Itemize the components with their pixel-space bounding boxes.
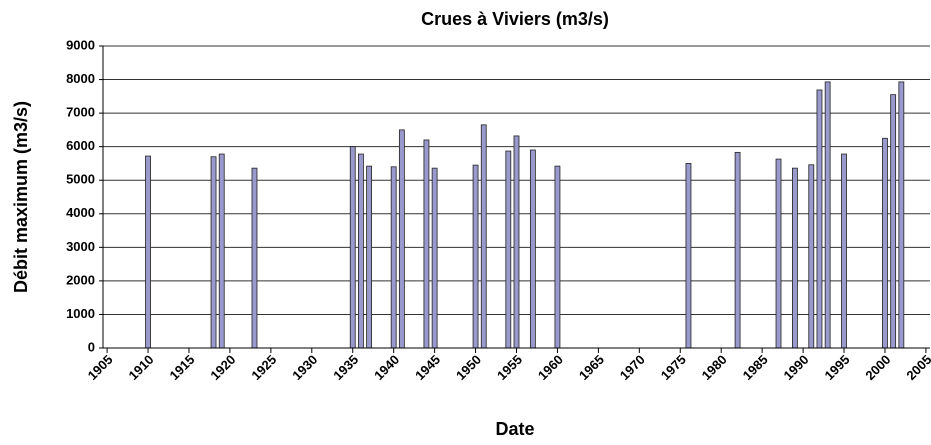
bar	[210, 156, 217, 349]
bar	[218, 153, 225, 349]
y-axis-label: Débit maximum (m3/s)	[11, 101, 31, 293]
x-axis-label: Date	[495, 419, 534, 439]
bar	[423, 139, 430, 349]
x-tick-label: 1945	[412, 352, 443, 383]
bar	[882, 137, 888, 349]
x-tick-label: 1965	[576, 352, 607, 383]
x-tick-label: 2000	[862, 352, 893, 383]
y-tick-label: 4000	[66, 205, 95, 220]
bar	[505, 150, 512, 349]
y-tick-label: 6000	[66, 138, 95, 153]
y-tick-label: 5000	[66, 172, 95, 187]
bar	[775, 158, 782, 349]
chart-title: Crues à Viviers (m3/s)	[421, 9, 609, 29]
x-tick-label: 2005	[903, 352, 931, 383]
bar	[349, 146, 356, 349]
bar	[841, 153, 847, 349]
x-tick-label: 1920	[207, 352, 238, 383]
bar	[366, 165, 373, 349]
x-tick-label: 1970	[617, 352, 648, 383]
bar	[472, 164, 479, 349]
bar	[398, 129, 405, 349]
bar	[685, 163, 692, 349]
bar	[791, 167, 798, 349]
y-tick-label: 8000	[66, 71, 95, 86]
bar	[513, 135, 520, 349]
bar	[251, 167, 258, 349]
y-tick-label: 2000	[66, 272, 95, 287]
y-tick-label: 0	[88, 339, 95, 354]
y-tick-label: 7000	[66, 105, 95, 120]
x-tick-label: 1915	[166, 352, 197, 383]
x-tick-label: 1985	[740, 352, 771, 383]
bar	[734, 151, 741, 349]
x-tick-label: 1975	[658, 352, 689, 383]
x-tick-label: 1995	[822, 352, 853, 383]
x-tick-label: 1980	[699, 352, 730, 383]
bar	[529, 149, 536, 349]
x-tick-label: 1930	[289, 352, 320, 383]
x-tick-label: 1935	[330, 352, 361, 383]
bar	[145, 155, 151, 349]
y-tick-label: 9000	[66, 37, 95, 52]
x-tick-label: 1990	[781, 352, 812, 383]
bar	[390, 166, 397, 349]
bar	[816, 89, 823, 349]
x-tick-label: 1955	[494, 352, 525, 383]
x-tick-label: 1950	[453, 352, 484, 383]
bar	[554, 165, 561, 349]
bar	[480, 124, 487, 349]
x-tick-label: 1910	[126, 352, 157, 383]
bar	[890, 94, 897, 349]
bar	[358, 153, 364, 349]
x-tick-label: 1905	[85, 352, 116, 383]
bar	[824, 81, 831, 349]
x-tick-label: 1960	[535, 352, 566, 383]
x-tick-label: 1940	[371, 352, 402, 383]
y-tick-label: 3000	[66, 239, 95, 254]
y-tick-label: 1000	[66, 306, 95, 321]
bar	[808, 164, 815, 349]
x-tick-label: 1925	[248, 352, 279, 383]
bar	[431, 167, 438, 349]
bar	[898, 81, 905, 349]
